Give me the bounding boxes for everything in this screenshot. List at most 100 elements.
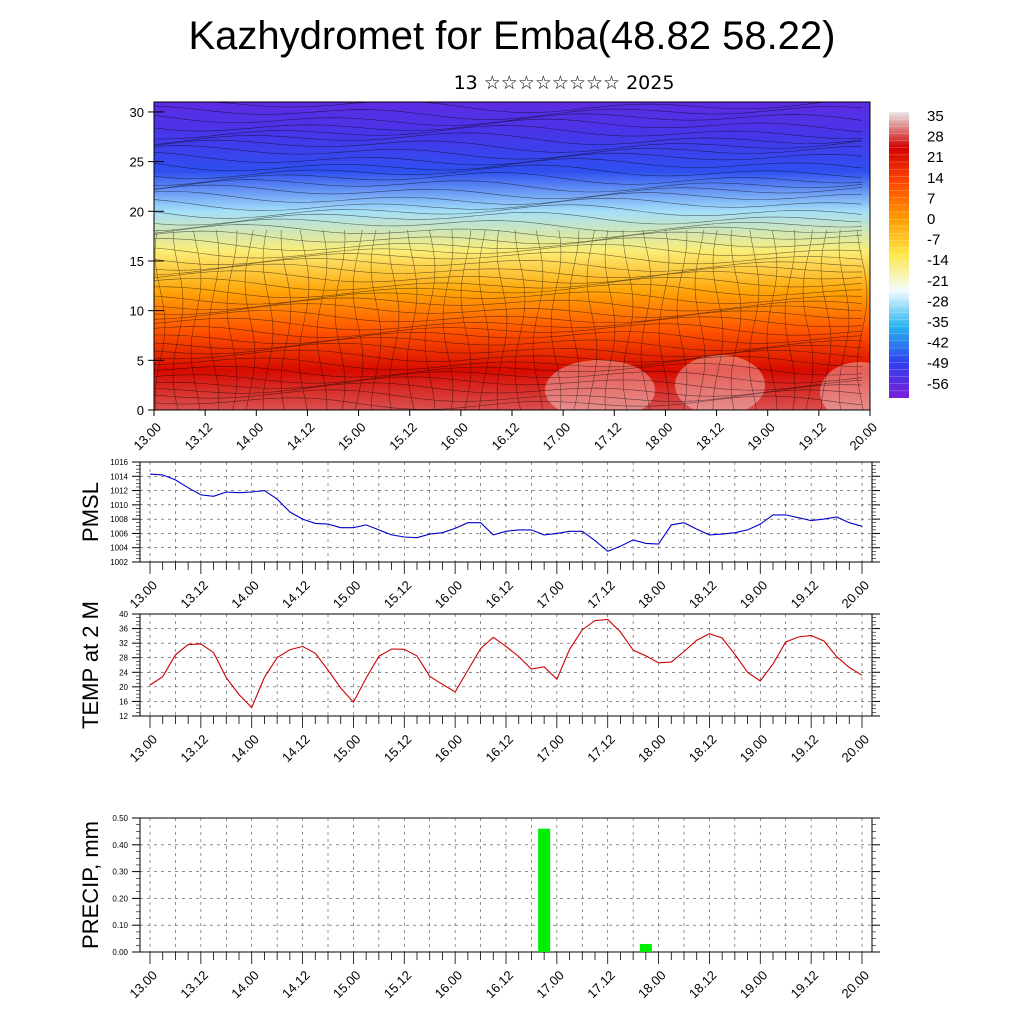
x-tick-label: 17.00 [533,732,567,766]
x-tick-label: 15.12 [381,732,415,766]
warm-core [820,362,870,410]
x-tick-label: 18.00 [635,968,669,1002]
y-tick-label: 1004 [110,544,128,553]
colorbar-label: 28 [927,129,944,146]
grid [140,461,872,563]
streamline [262,229,274,410]
streamline [154,343,863,358]
streamline [154,283,863,299]
x-tick-label: 17.00 [533,578,567,612]
y-axis-label: TEMP at 2 M [78,601,103,729]
x-tick-label: 14.12 [279,578,313,612]
streamline [154,263,863,278]
colorbar: 35 28 21 14 7 0 -7 -14 -21 -28 -35 -42 -49 -56 [889,108,949,398]
streamline [154,316,863,331]
streamline [406,229,418,410]
x-tick-label: 16.00 [432,578,466,612]
streamline [154,218,863,233]
streamline [316,229,328,410]
streamline [154,224,863,239]
streamline [154,331,863,345]
x-tick-label: 16.00 [432,968,466,1002]
y-tick-label: 0 [137,403,144,418]
x-tick-label: 19.00 [737,578,771,612]
grid [140,613,872,717]
streamline [802,229,814,410]
streamline [154,297,863,312]
x-tick-label: 19.00 [737,968,771,1002]
streamline [496,229,508,410]
streamline [154,151,863,166]
x-tick-label: 16.12 [483,578,517,612]
precip-panel: 0.00 0.10 0.20 0.30 0.40 0.50 13.00 13.12 14.00 1… [78,814,880,1001]
x-tick-label: 14.00 [228,732,262,766]
y-tick-label: 1006 [110,529,128,538]
x-tick-label: 18.12 [693,420,727,454]
x-tick-label: 13.00 [127,968,161,1002]
streamline [586,229,598,410]
x-tick-label: 14.12 [279,968,313,1002]
x-tick-label: 17.12 [584,732,618,766]
y-tick-label: 1016 [110,458,128,467]
streamline [154,172,863,186]
x-tick-label: 15.00 [330,578,364,612]
chart-title: Kazhydromet for Emba(48.82 58.22) [188,14,836,58]
streamline [154,251,863,265]
x-tick-label: 15.00 [330,968,364,1002]
chart-subtitle: 13 ☆☆☆☆☆☆☆☆ 2025 [453,72,675,94]
x-tick-label: 18.12 [686,578,720,612]
y-tick-label: 24 [119,668,128,677]
streamline [154,310,862,324]
y-axis-label: PMSL [78,482,103,542]
x-tick-label: 16.12 [483,732,517,766]
precip-bar [639,943,652,952]
streamline [190,229,202,410]
y-tick-label: 1014 [110,472,128,481]
x-tick-label: 19.00 [737,732,771,766]
x-tick-label: 18.00 [642,420,676,454]
temp-panel: 12 16 20 24 28 32 36 40 13.00 13.12 14.00 14.12 15.0… [78,601,880,765]
streamline [550,229,562,410]
x-tick-label: 13.12 [177,968,211,1002]
x-tick-label: 13.00 [127,732,161,766]
temperature-heatmap: 0 5 10 15 20 25 30 13.00 13.12 14.00 14.12 15.00 15.… [130,101,880,454]
streamline [154,102,828,113]
streamline [154,356,863,371]
colorbar-label: -49 [927,355,949,372]
y-tick-label: 1012 [110,487,128,496]
x-tick-label: 20.00 [839,578,873,612]
x-tick-label: 20.00 [839,732,873,766]
x-tick-label: 18.00 [635,578,669,612]
streamline [154,389,863,402]
streamline [172,229,184,410]
streamline [784,229,796,410]
streamline [154,139,863,153]
streamline [748,229,760,410]
y-tick-label: 12 [119,712,128,721]
streamline [154,395,863,410]
pmsl-panel: 1002 1004 1006 1008 1010 1012 1014 1016 13.00 13.… [78,458,880,611]
y-tick-label: 16 [119,697,128,706]
streamline [712,229,724,410]
y-tick-label: 28 [119,654,128,663]
streamline [154,132,863,145]
series-line [149,473,863,552]
streamline [154,164,863,180]
y-tick-label: 30 [130,105,144,120]
streamline [154,179,863,193]
x-tick-label: 15.12 [381,578,415,612]
x-tick-label: 17.12 [591,420,625,454]
streamline [514,229,526,410]
streamline [154,244,863,259]
streamline [676,229,688,410]
x-tick-label: 17.12 [584,578,618,612]
x-tick-label: 19.12 [788,968,822,1002]
warm-core [545,360,655,410]
y-tick-label: 1002 [110,558,128,567]
x-tick-label: 14.00 [233,420,267,454]
colorbar-label: -14 [927,252,949,269]
colorbar-label: -42 [927,335,949,352]
streamline [154,382,863,397]
streamline [622,229,634,410]
y-tick-label: 20 [130,204,144,219]
